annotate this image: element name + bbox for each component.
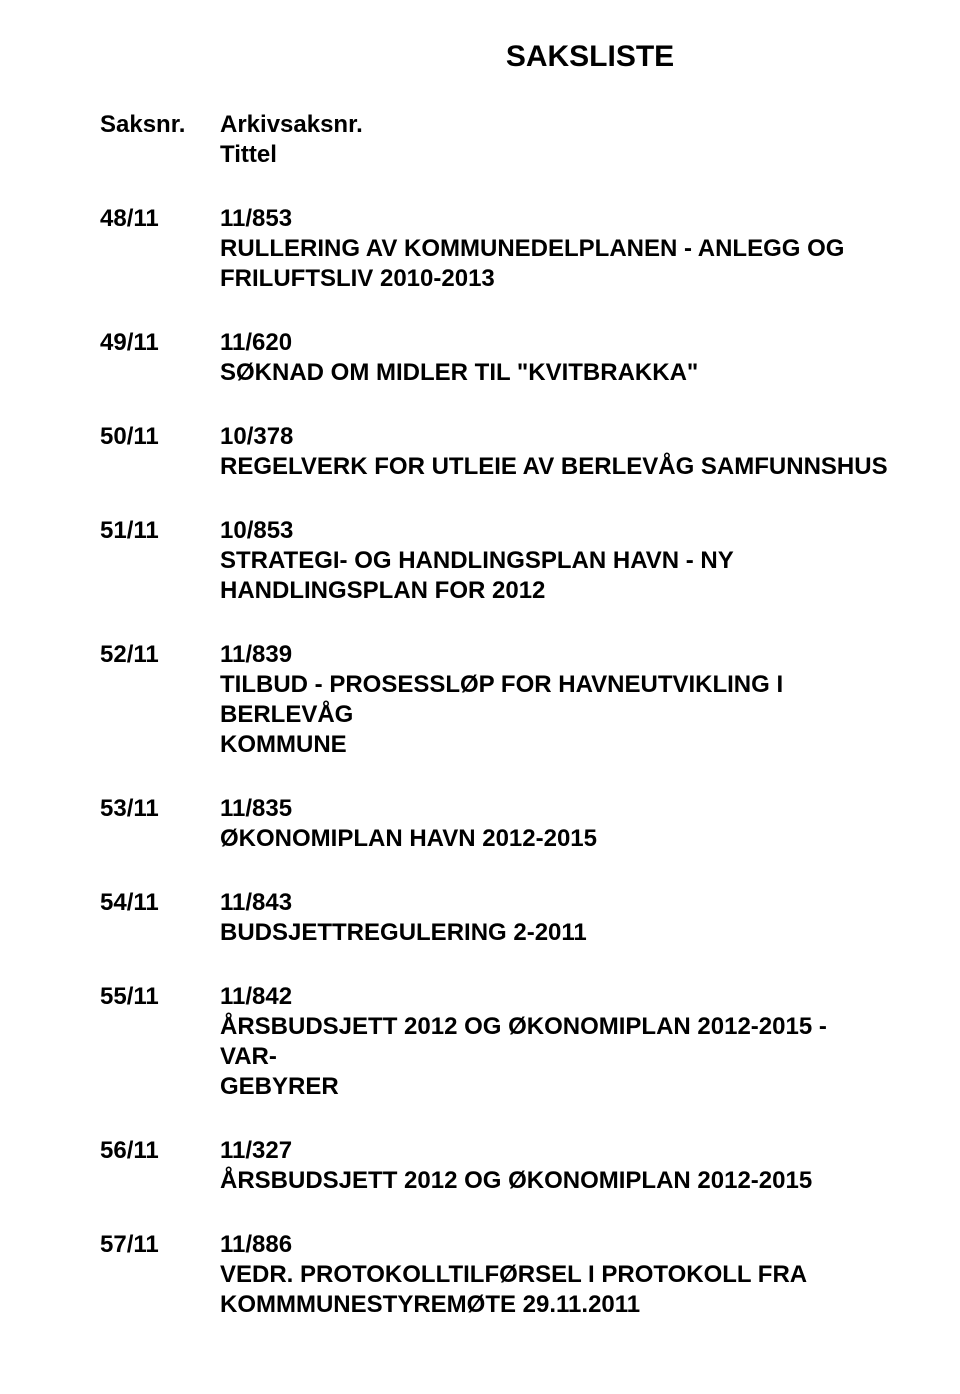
arkiv-value: 10/378 bbox=[220, 422, 890, 452]
saksnr-value: 51/11 bbox=[100, 516, 220, 546]
arkiv-value: 11/886 bbox=[220, 1230, 890, 1260]
saksnr-value: 57/11 bbox=[100, 1230, 220, 1260]
desc-line: KOMMUNE bbox=[220, 730, 890, 760]
arkiv-value: 10/853 bbox=[220, 516, 890, 546]
desc-line: KOMMMUNESTYREMØTE 29.11.2011 bbox=[220, 1290, 890, 1320]
arkiv-value: 11/327 bbox=[220, 1136, 890, 1166]
desc-line: BUDSJETTREGULERING 2-2011 bbox=[220, 918, 890, 948]
header-arkivsaksnr: Arkivsaksnr. bbox=[220, 110, 890, 140]
desc-line: SØKNAD OM MIDLER TIL "KVITBRAKKA" bbox=[220, 358, 890, 388]
header-tittel: Tittel bbox=[220, 140, 890, 170]
list-item: 57/11 11/886 VEDR. PROTOKOLLTILFØRSEL I … bbox=[100, 1230, 890, 1320]
saksnr-value: 49/11 bbox=[100, 328, 220, 358]
desc-line: FRILUFTSLIV 2010-2013 bbox=[220, 264, 890, 294]
desc-line: ÅRSBUDSJETT 2012 OG ØKONOMIPLAN 2012-201… bbox=[220, 1166, 890, 1196]
desc-line: HANDLINGSPLAN FOR 2012 bbox=[220, 576, 890, 606]
arkiv-value: 11/835 bbox=[220, 794, 890, 824]
list-item: 56/11 11/327 ÅRSBUDSJETT 2012 OG ØKONOMI… bbox=[100, 1136, 890, 1196]
list-item: 49/11 11/620 SØKNAD OM MIDLER TIL "KVITB… bbox=[100, 328, 890, 388]
desc-line: VEDR. PROTOKOLLTILFØRSEL I PROTOKOLL FRA bbox=[220, 1260, 890, 1290]
page-title: SAKSLISTE bbox=[290, 40, 890, 74]
list-item: 53/11 11/835 ØKONOMIPLAN HAVN 2012-2015 bbox=[100, 794, 890, 854]
saksnr-value: 53/11 bbox=[100, 794, 220, 824]
desc-line: ÅRSBUDSJETT 2012 OG ØKONOMIPLAN 2012-201… bbox=[220, 1012, 890, 1072]
list-item: 55/11 11/842 ÅRSBUDSJETT 2012 OG ØKONOMI… bbox=[100, 982, 890, 1102]
arkiv-value: 11/853 bbox=[220, 204, 890, 234]
header-saksnr: Saksnr. bbox=[100, 110, 220, 140]
arkiv-value: 11/842 bbox=[220, 982, 890, 1012]
header-row: Saksnr. Arkivsaksnr. Tittel bbox=[100, 110, 890, 170]
saksnr-value: 50/11 bbox=[100, 422, 220, 452]
desc-line: STRATEGI- OG HANDLINGSPLAN HAVN - NY bbox=[220, 546, 890, 576]
list-item: 54/11 11/843 BUDSJETTREGULERING 2-2011 bbox=[100, 888, 890, 948]
saksnr-value: 48/11 bbox=[100, 204, 220, 234]
saksnr-value: 54/11 bbox=[100, 888, 220, 918]
desc-line: REGELVERK FOR UTLEIE AV BERLEVÅG SAMFUNN… bbox=[220, 452, 890, 482]
arkiv-value: 11/839 bbox=[220, 640, 890, 670]
list-item: 48/11 11/853 RULLERING AV KOMMUNEDELPLAN… bbox=[100, 204, 890, 294]
desc-line: GEBYRER bbox=[220, 1072, 890, 1102]
saksnr-value: 52/11 bbox=[100, 640, 220, 670]
list-item: 51/11 10/853 STRATEGI- OG HANDLINGSPLAN … bbox=[100, 516, 890, 606]
desc-line: ØKONOMIPLAN HAVN 2012-2015 bbox=[220, 824, 890, 854]
saksnr-value: 56/11 bbox=[100, 1136, 220, 1166]
desc-line: TILBUD - PROSESSLØP FOR HAVNEUTVIKLING I… bbox=[220, 670, 890, 730]
desc-line: RULLERING AV KOMMUNEDELPLANEN - ANLEGG O… bbox=[220, 234, 890, 264]
saksnr-value: 55/11 bbox=[100, 982, 220, 1012]
arkiv-value: 11/843 bbox=[220, 888, 890, 918]
arkiv-value: 11/620 bbox=[220, 328, 890, 358]
list-item: 52/11 11/839 TILBUD - PROSESSLØP FOR HAV… bbox=[100, 640, 890, 760]
list-item: 50/11 10/378 REGELVERK FOR UTLEIE AV BER… bbox=[100, 422, 890, 482]
